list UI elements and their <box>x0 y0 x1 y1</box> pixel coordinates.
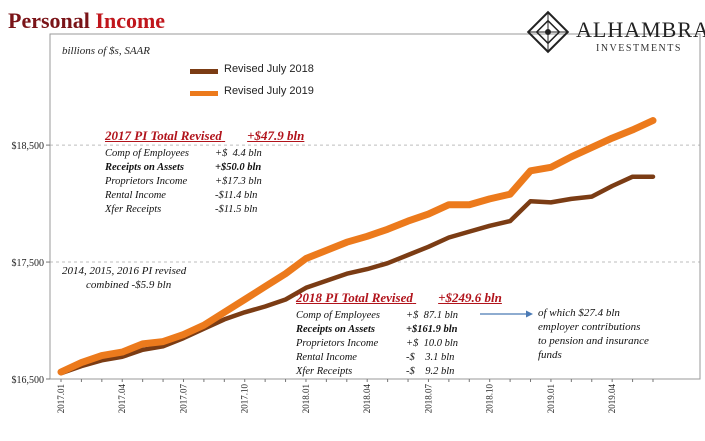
row-value: +$ 87.1 bln <box>406 310 459 321</box>
y-tick-label: $16,500 <box>12 375 45 386</box>
note-employer-line1: of which $27.4 bln <box>538 307 620 319</box>
annotation-2017-header: 2017 PI Total Revised +$47.9 bln <box>105 128 304 144</box>
row-label: Comp of Employees <box>105 148 189 159</box>
annotation-2017-row: Comp of Employees +$ 4.4 bln <box>105 147 304 161</box>
row-value: -$ 9.2 bln <box>406 366 455 377</box>
arrow-layer <box>480 310 533 318</box>
row-value: +$17.3 bln <box>215 176 262 187</box>
series-layer <box>57 117 657 376</box>
annotation-2017: 2017 PI Total Revised +$47.9 bln Comp of… <box>105 128 304 217</box>
legend-label-2018: Revised July 2018 <box>224 63 314 75</box>
axis-layer: $16,500 $17,500 $18,500 2017.01 2017.04 2017.… <box>12 33 701 414</box>
annotation-2018-row: Comp of Employees +$ 87.1 bln <box>296 309 502 323</box>
logo-name: ALHAMBRA <box>576 17 705 42</box>
annotation-2017-header-label: 2017 PI Total Revised <box>105 128 222 143</box>
y-tick-label: $18,500 <box>12 141 45 152</box>
title-part2: Income <box>95 8 166 33</box>
note-prior-years: 2014, 2015, 2016 PI revised combined -$5… <box>62 264 186 292</box>
legend-label-2019: Revised July 2019 <box>224 85 314 97</box>
x-tick-label: 2017.04 <box>117 384 127 414</box>
legend-swatch-2018 <box>190 69 218 74</box>
chart-title: Personal Income <box>8 8 165 34</box>
x-tick-label: 2019.01 <box>546 384 556 413</box>
annotation-2017-row: Receipts on Assets +$50.0 bln <box>105 161 304 175</box>
annotation-2018-row: Xfer Receipts -$ 9.2 bln <box>296 365 502 379</box>
x-tick-label: 2017.07 <box>178 384 188 414</box>
annotation-arrow-head <box>526 310 533 318</box>
series-line-revised-july-2019 <box>57 117 657 376</box>
annotation-2018-row: Rental Income -$ 3.1 bln <box>296 351 502 365</box>
annotation-2018-row: Receipts on Assets +$161.9 bln <box>296 323 502 337</box>
annotation-2018-header-value: +$249.6 bln <box>438 290 502 305</box>
x-tick-label: 2017.10 <box>240 384 250 414</box>
note-prior-years-line1: 2014, 2015, 2016 PI revised <box>62 265 187 277</box>
row-label: Xfer Receipts <box>296 366 353 377</box>
x-tick-label: 2018.04 <box>362 384 372 414</box>
x-tick-label: 2017.01 <box>56 384 66 413</box>
row-value: -$11.4 bln <box>215 190 258 201</box>
note-employer-contributions: of which $27.4 bln employer contribution… <box>538 306 649 362</box>
units-label: billions of $s, SAAR <box>62 45 150 57</box>
row-value: -$11.5 bln <box>215 204 258 215</box>
y-tick-label: $17,500 <box>12 258 45 269</box>
x-tick-label: 2018.01 <box>301 384 311 413</box>
row-label: Receipts on Assets <box>105 162 184 173</box>
row-value: +$ 4.4 bln <box>215 148 262 159</box>
x-tick-label: 2019.04 <box>607 384 617 414</box>
note-employer-line4: funds <box>538 349 562 361</box>
annotation-2017-row: Rental Income -$11.4 bln <box>105 189 304 203</box>
annotation-2018-rows: Comp of Employees +$ 87.1 bln Receipts on … <box>296 309 502 379</box>
annotation-2018-header: 2018 PI Total Revised +$249.6 bln <box>296 290 502 306</box>
annotation-2018-header-label: 2018 PI Total Revised <box>296 290 413 305</box>
note-employer-line2: employer contributions <box>538 321 641 333</box>
annotation-2017-header-value: +$47.9 bln <box>247 128 305 143</box>
annotation-2017-row: Proprietors Income +$17.3 bln <box>105 175 304 189</box>
x-tick-label: 2018.07 <box>423 384 433 414</box>
logo: ALHAMBRA INVESTMENTS <box>524 8 705 56</box>
diamond-lattice-icon <box>526 10 570 54</box>
annotation-2017-row: Xfer Receipts -$11.5 bln <box>105 203 304 217</box>
row-label: Rental Income <box>105 190 166 201</box>
annotation-2018: 2018 PI Total Revised +$249.6 bln Comp o… <box>296 290 502 379</box>
x-tick-label: 2018.10 <box>485 384 495 414</box>
legend-swatch-2019 <box>190 91 218 96</box>
annotation-2018-row: Proprietors Income +$ 10.0 bln <box>296 337 502 351</box>
row-label: Proprietors Income <box>296 338 379 349</box>
row-value: +$ 10.0 bln <box>406 338 459 349</box>
row-value: +$161.9 bln <box>406 324 458 335</box>
row-value: -$ 3.1 bln <box>406 352 455 363</box>
row-label: Rental Income <box>296 352 357 363</box>
row-value: +$50.0 bln <box>215 162 262 173</box>
title-part1: Personal <box>8 8 90 33</box>
row-label: Proprietors Income <box>105 176 188 187</box>
logo-subtitle: INVESTMENTS <box>596 43 682 54</box>
note-prior-years-line2: combined -$5.9 bln <box>86 279 172 291</box>
plot-frame <box>49 33 701 380</box>
row-label: Comp of Employees <box>296 310 380 321</box>
series-line-revised-july-2018 <box>58 174 656 376</box>
note-employer-line3: to pension and insurance <box>538 335 649 347</box>
row-label: Receipts on Assets <box>296 324 375 335</box>
row-label: Xfer Receipts <box>105 204 162 215</box>
annotation-2017-rows: Comp of Employees +$ 4.4 bln Receipts on A… <box>105 147 304 217</box>
